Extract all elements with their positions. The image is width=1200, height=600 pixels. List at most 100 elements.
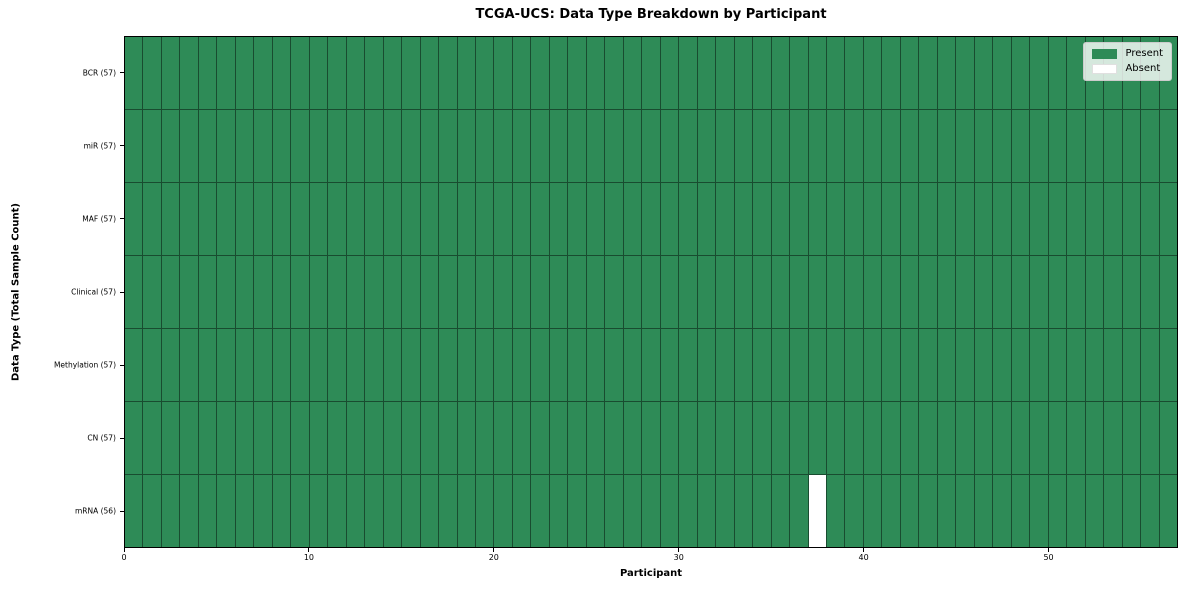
- heatmap-cell: [180, 475, 198, 547]
- heatmap-cell: [254, 475, 272, 547]
- heatmap-cell: [1104, 256, 1122, 328]
- heatmap-cell: [642, 183, 660, 255]
- heatmap-cell: [956, 329, 974, 401]
- heatmap-cell: [716, 37, 734, 109]
- heatmap-cell: [309, 37, 328, 109]
- heatmap-cell: [1030, 475, 1048, 547]
- heatmap-cell: [827, 402, 845, 474]
- heatmap-cell: [143, 329, 161, 401]
- heatmap-cell: [753, 402, 771, 474]
- heatmap-cell: [1067, 183, 1085, 255]
- heatmap-cell: [531, 475, 549, 547]
- heatmap-cell: [660, 110, 679, 182]
- heatmap-cell: [660, 37, 679, 109]
- heatmap-cell: [235, 329, 254, 401]
- heatmap-cell: [1048, 475, 1067, 547]
- heatmap-cell: [439, 402, 457, 474]
- heatmap-cell: [346, 402, 365, 474]
- heatmap-cell: [734, 37, 753, 109]
- y-tick-label: MAF (57): [82, 214, 116, 224]
- heatmap-cell: [346, 329, 365, 401]
- heatmap-cell: [531, 183, 549, 255]
- heatmap-cell: [494, 329, 512, 401]
- heatmap-cell: [790, 256, 808, 328]
- heatmap-cell: [161, 475, 180, 547]
- heatmap-cell: [605, 37, 623, 109]
- heatmap-cell: [1085, 110, 1104, 182]
- heatmap-cell: [291, 329, 309, 401]
- heatmap-cell: [457, 402, 475, 474]
- heatmap-cell: [642, 256, 660, 328]
- heatmap-cell: [180, 329, 198, 401]
- heatmap-cell: [900, 329, 919, 401]
- heatmap-cell: [457, 475, 475, 547]
- heatmap-cell: [771, 37, 790, 109]
- heatmap-cell: [1030, 183, 1048, 255]
- heatmap-cell: [790, 402, 808, 474]
- heatmap-cell: [457, 256, 475, 328]
- heatmap-cell: [328, 37, 346, 109]
- heatmap-cell: [919, 110, 937, 182]
- heatmap-cell: [974, 256, 993, 328]
- legend-label-absent: Absent: [1125, 63, 1161, 74]
- heatmap-cell: [623, 475, 642, 547]
- heatmap-cell: [531, 37, 549, 109]
- heatmap-cell: [642, 402, 660, 474]
- heatmap-cell: [1085, 183, 1104, 255]
- heatmap-cell: [291, 256, 309, 328]
- heatmap-cell: [956, 110, 974, 182]
- heatmap-cell: [605, 256, 623, 328]
- heatmap-cell: [808, 329, 826, 401]
- heatmap-cell: [697, 256, 716, 328]
- heatmap-cell: [254, 37, 272, 109]
- heatmap-cell: [420, 402, 439, 474]
- heatmap-cell: [882, 402, 900, 474]
- heatmap-cell: [161, 402, 180, 474]
- heatmap-cell: [974, 37, 993, 109]
- x-tick-label: 20: [488, 553, 499, 562]
- y-tick-mark: [120, 364, 124, 366]
- heatmap-cell: [586, 402, 605, 474]
- heatmap-cell: [586, 37, 605, 109]
- heatmap-cell: [365, 475, 383, 547]
- heatmap-cell: [734, 402, 753, 474]
- heatmap-cell: [180, 402, 198, 474]
- heatmap-cell: [808, 183, 826, 255]
- heatmap-cell: [328, 475, 346, 547]
- heatmap-cell: [1159, 402, 1177, 474]
- heatmap-cell: [143, 475, 161, 547]
- heatmap-cell: [753, 183, 771, 255]
- heatmap-cell: [291, 110, 309, 182]
- heatmap-cell: [420, 37, 439, 109]
- heatmap-cell: [660, 402, 679, 474]
- heatmap-cell: [549, 256, 568, 328]
- heatmap-cell: [457, 110, 475, 182]
- heatmap-cell: [937, 256, 956, 328]
- heatmap-cell: [863, 402, 882, 474]
- heatmap-cell: [882, 475, 900, 547]
- heatmap-cell: [439, 183, 457, 255]
- x-tick-label: 0: [121, 553, 127, 562]
- heatmap-cell: [272, 402, 291, 474]
- heatmap-cell: [827, 256, 845, 328]
- heatmap-cell: [180, 37, 198, 109]
- heatmap-cell: [494, 110, 512, 182]
- y-tick-label: Methylation (57): [53, 360, 116, 370]
- heatmap-cell: [457, 329, 475, 401]
- y-tick-label: CN (57): [87, 433, 116, 443]
- heatmap-cell: [937, 37, 956, 109]
- heatmap-cell: [808, 256, 826, 328]
- heatmap-cell: [235, 402, 254, 474]
- heatmap-cell: [974, 110, 993, 182]
- heatmap-cell: [1067, 402, 1085, 474]
- y-tick-label: BCR (57): [82, 68, 116, 78]
- heatmap-cell: [161, 110, 180, 182]
- heatmap-cell: [1141, 402, 1159, 474]
- heatmap-cell: [217, 402, 235, 474]
- heatmap-cell: [827, 475, 845, 547]
- heatmap-cell: [1141, 475, 1159, 547]
- heatmap-cell: [549, 402, 568, 474]
- heatmap-cell: [1067, 329, 1085, 401]
- heatmap-cell: [494, 402, 512, 474]
- heatmap-cell: [1159, 110, 1177, 182]
